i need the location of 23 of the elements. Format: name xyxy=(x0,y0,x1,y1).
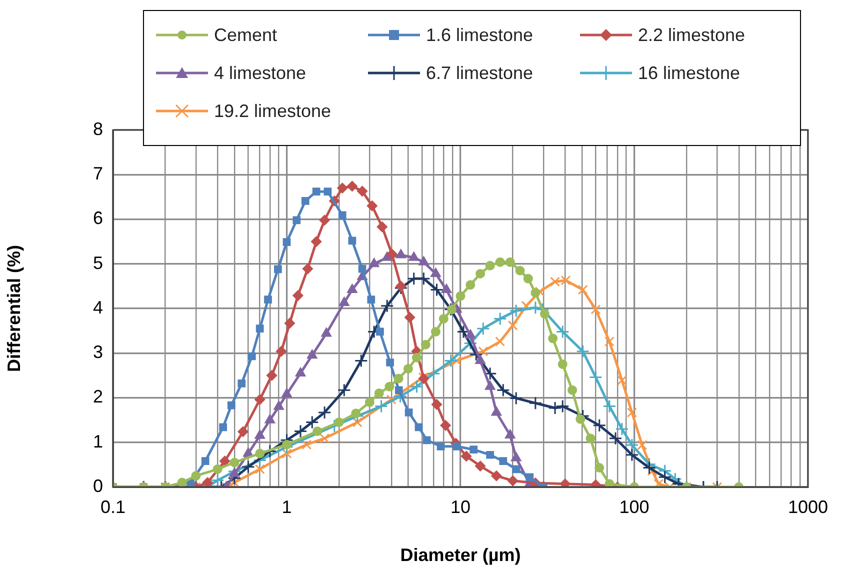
y-tick-label: 3 xyxy=(92,342,103,362)
y-tick-label: 2 xyxy=(92,386,103,407)
x-tick-label: 1000 xyxy=(788,496,828,517)
y-tick-label: 8 xyxy=(92,118,103,139)
y-tick-label: 4 xyxy=(92,297,103,318)
y-tick-label: 6 xyxy=(92,208,103,228)
legend-label: 6.7 limestone xyxy=(426,62,534,84)
legend-label: 4 limestone xyxy=(214,62,306,84)
y-tick-label: 5 xyxy=(92,252,103,273)
x-tick-label: 0.1 xyxy=(100,496,126,517)
x-axis-title: Diameter (µm) xyxy=(400,545,521,566)
x-tick-label: 10 xyxy=(450,496,471,517)
y-tick-label: 0 xyxy=(92,476,103,496)
y-axis-title: Differential (%) xyxy=(4,244,24,372)
legend-label: Cement xyxy=(214,24,278,46)
legend-label: 1.6 limestone xyxy=(426,24,534,46)
legend-label: 2.2 limestone xyxy=(638,24,746,46)
y-tick-label: 7 xyxy=(92,164,103,184)
y-tick-label: 1 xyxy=(92,431,103,452)
x-tick-label: 1 xyxy=(282,496,292,517)
legend-label: 19.2 limestone xyxy=(214,100,332,122)
legend-label: 16 limestone xyxy=(638,62,740,84)
x-tick-label: 100 xyxy=(619,496,650,517)
